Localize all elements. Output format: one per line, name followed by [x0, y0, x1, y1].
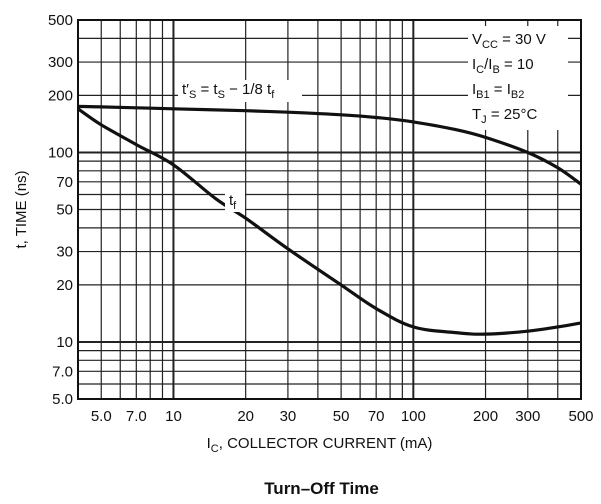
conditions-background: [468, 26, 568, 130]
series-group: [77, 104, 582, 336]
x-tick-label: 500: [568, 408, 593, 425]
x-tick-label: 50: [333, 408, 350, 425]
tf-label-background: [225, 190, 245, 212]
ts-label-background: [178, 80, 302, 102]
x-tick-label: 7.0: [126, 408, 147, 425]
x-tick-label: 30: [280, 408, 297, 425]
y-tick-label: 7.0: [52, 363, 73, 380]
y-tick-label: 50: [56, 202, 73, 219]
y-tick-label: 5.0: [52, 391, 73, 408]
series-label-tf: tf: [229, 192, 237, 212]
x-tick-label: 5.0: [91, 408, 112, 425]
grid: [78, 20, 581, 399]
x-tick-label: 300: [515, 408, 540, 425]
x-tick-label: 20: [237, 408, 254, 425]
x-tick-label: 100: [401, 408, 426, 425]
series-line-ts: [77, 104, 582, 186]
x-axis-label: IC, COLLECTOR CURRENT (mA): [207, 435, 433, 455]
y-tick-label: 300: [48, 54, 73, 71]
y-tick-label: 500: [48, 12, 73, 29]
condition-text: TJ = 25°C: [472, 106, 537, 126]
x-tick-label: 10: [165, 408, 182, 425]
series-line-tf: [77, 107, 582, 336]
conditions-legend: VCC = 30 V IC/IB = 10 IB1 = IB2 TJ = 25°C: [472, 31, 546, 126]
condition-text: IB1 = IB2: [472, 81, 524, 101]
condition-text: IC/IB = 10: [472, 56, 534, 76]
tick-labels: 5.0 7.0 10 20 30 50 70 100 200 300 500 5.0 7.0 10 20 30…: [48, 12, 594, 425]
y-tick-label: 70: [56, 174, 73, 191]
condition-text: VCC = 30 V: [472, 31, 546, 51]
x-tick-label: 200: [473, 408, 498, 425]
y-axis-label: t, TIME (ns): [13, 170, 30, 248]
plot-frame: [77, 19, 582, 400]
figure-caption: Turn–Off Time: [264, 479, 379, 498]
y-tick-label: 20: [56, 277, 73, 294]
y-tick-label: 30: [56, 244, 73, 261]
y-tick-label: 200: [48, 87, 73, 104]
series-label-ts: t′S = tS − 1/8 tf: [182, 81, 275, 101]
y-tick-label: 10: [56, 334, 73, 351]
y-tick-label: 100: [48, 144, 73, 161]
x-tick-label: 70: [368, 408, 385, 425]
